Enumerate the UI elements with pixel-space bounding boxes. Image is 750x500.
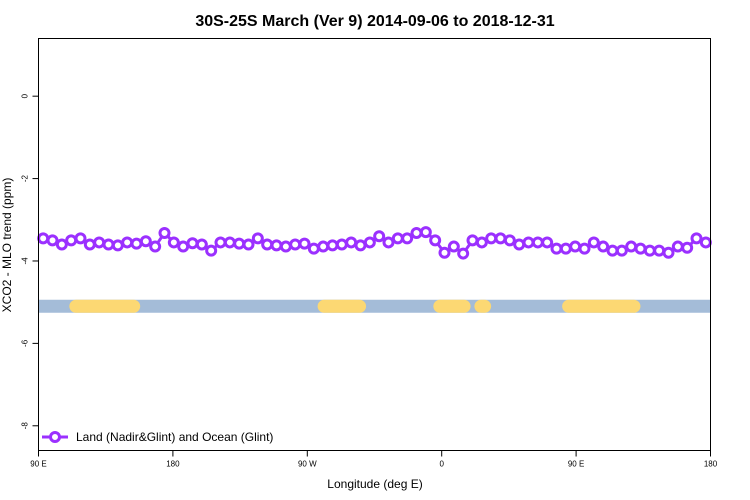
data-point <box>139 235 152 248</box>
data-point <box>681 241 694 254</box>
data-point <box>307 242 320 255</box>
data-point <box>251 232 264 245</box>
data-point <box>223 236 236 249</box>
data-point <box>634 242 647 255</box>
data-point <box>289 238 302 251</box>
x-tick-label: 90 W <box>298 460 317 469</box>
data-point <box>65 234 78 247</box>
data-point <box>298 237 311 250</box>
data-point <box>158 226 171 239</box>
data-point <box>317 240 330 253</box>
data-point <box>503 234 516 247</box>
data-point <box>130 237 143 250</box>
data-point <box>410 226 423 239</box>
data-point <box>587 236 600 249</box>
data-point <box>494 232 507 245</box>
data-point <box>466 234 479 247</box>
data-point <box>597 240 610 253</box>
data-point <box>699 236 712 249</box>
x-tick-label: 180 <box>166 460 180 469</box>
data-point <box>279 240 292 253</box>
data-point <box>690 232 703 245</box>
data-point <box>74 232 87 245</box>
legend-label: Land (Nadir&Glint) and Ocean (Glint) <box>76 430 273 444</box>
data-point <box>167 236 180 249</box>
x-tick-label: 90 E <box>568 460 584 469</box>
chart-title: 30S-25S March (Ver 9) 2014-09-06 to 2018… <box>195 13 554 30</box>
data-point <box>37 232 50 245</box>
data-point <box>671 240 684 253</box>
data-point <box>429 234 442 247</box>
data-point <box>186 237 199 250</box>
data-point <box>457 247 470 260</box>
y-tick-label: -2 <box>21 174 30 182</box>
data-point <box>354 239 367 252</box>
y-tick-label: 0 <box>21 93 30 98</box>
data-point <box>55 238 68 251</box>
data-point <box>522 236 535 249</box>
data-point <box>326 239 339 252</box>
data-point <box>345 236 358 249</box>
data-point <box>531 236 544 249</box>
legend-marker-swatch <box>49 431 61 443</box>
data-point <box>195 238 208 251</box>
data-point <box>438 246 451 259</box>
data-point <box>615 244 628 257</box>
data-point <box>261 238 274 251</box>
series-layer <box>37 226 712 260</box>
data-point <box>625 240 638 253</box>
data-point <box>111 239 124 252</box>
data-point <box>643 244 656 257</box>
y-tick-label: -6 <box>21 339 30 347</box>
data-point <box>653 244 666 257</box>
y-axis-label: XCO2 - MLO trend (ppm) <box>0 178 14 313</box>
data-point <box>382 236 395 249</box>
x-axis: 90 E 180 90 W 0 90 E 180 <box>30 450 718 469</box>
data-point <box>485 232 498 245</box>
data-point <box>335 238 348 251</box>
y-axis: 0 -2 -4 -6 -8 <box>21 93 39 429</box>
data-point <box>233 237 246 250</box>
data-point <box>569 240 582 253</box>
y-tick-label: -4 <box>21 257 30 265</box>
data-point <box>363 236 376 249</box>
x-tick-label: 0 <box>439 460 444 469</box>
y-tick-label: -8 <box>21 422 30 430</box>
data-point <box>121 236 134 249</box>
data-point <box>401 232 414 245</box>
data-point <box>559 242 572 255</box>
data-point <box>419 226 432 239</box>
data-point <box>46 234 59 247</box>
data-point <box>205 244 218 257</box>
data-point <box>373 230 386 243</box>
data-point <box>606 244 619 257</box>
data-point <box>177 240 190 253</box>
x-tick-label: 90 E <box>30 460 46 469</box>
data-point <box>270 239 283 252</box>
data-point <box>578 242 591 255</box>
x-axis-label: Longitude (deg E) <box>327 477 422 491</box>
data-point <box>242 238 255 251</box>
legend: Land (Nadir&Glint) and Ocean (Glint) <box>42 430 273 444</box>
data-point <box>447 240 460 253</box>
data-point <box>83 238 96 251</box>
data-point <box>513 238 526 251</box>
data-point <box>102 238 115 251</box>
data-point <box>541 236 554 249</box>
data-point <box>214 236 227 249</box>
plot-frame <box>38 38 711 451</box>
x-tick-label: 180 <box>704 460 718 469</box>
data-point <box>475 236 488 249</box>
data-point <box>391 232 404 245</box>
data-point <box>149 240 162 253</box>
data-point <box>662 246 675 259</box>
data-point <box>93 236 106 249</box>
data-point <box>550 242 563 255</box>
